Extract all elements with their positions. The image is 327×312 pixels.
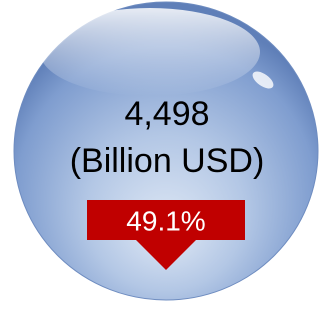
- change: 49.1%: [126, 205, 205, 236]
- unit: (Billion USD): [70, 142, 265, 180]
- sphere-highlight: [40, 8, 260, 96]
- value: 4,498: [124, 95, 209, 133]
- infographic: 4,498 (Billion USD) 49.1%: [0, 0, 327, 312]
- page: 4,498 (Billion USD) 49.1% (() => { const…: [0, 0, 327, 312]
